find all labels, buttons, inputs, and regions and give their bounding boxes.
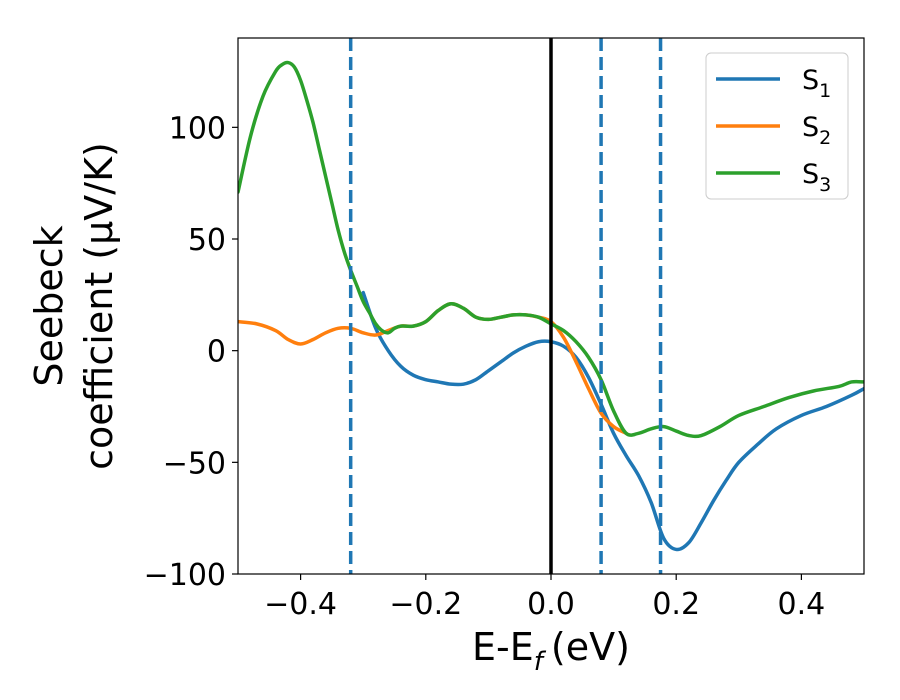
legend-label-s2: S2 [802,112,831,149]
legend-label-s1: S1 [802,65,831,102]
x-tick-label: 0.0 [527,587,575,622]
series-line-s1 [361,290,864,552]
series-layer [238,60,864,552]
x-tick-label: −0.2 [389,587,462,622]
series-line-s3 [238,60,864,439]
legend: S1 S2 S3 [705,52,849,200]
y-tick-label: 100 [169,111,226,146]
y-tick-label: −100 [144,558,226,593]
vertical-lines-layer [348,38,663,574]
tick-layer: −0.4 −0.2 0.0 0.2 0.4 −100 −50 0 50 100 [144,111,826,622]
legend-label-s3: S3 [802,159,831,196]
y-axis-label-line2: coefficient (μV/K) [77,142,121,470]
y-tick-label: 50 [188,223,226,258]
y-axis-label-line1: Seebeck [27,225,71,386]
x-axis-label: E-Ef (eV) [472,625,630,677]
y-tick-label: −50 [163,446,226,481]
x-tick-label: 0.2 [652,587,700,622]
y-tick-label: 0 [207,335,226,370]
x-tick-label: 0.4 [778,587,826,622]
x-tick-label: −0.4 [264,587,337,622]
